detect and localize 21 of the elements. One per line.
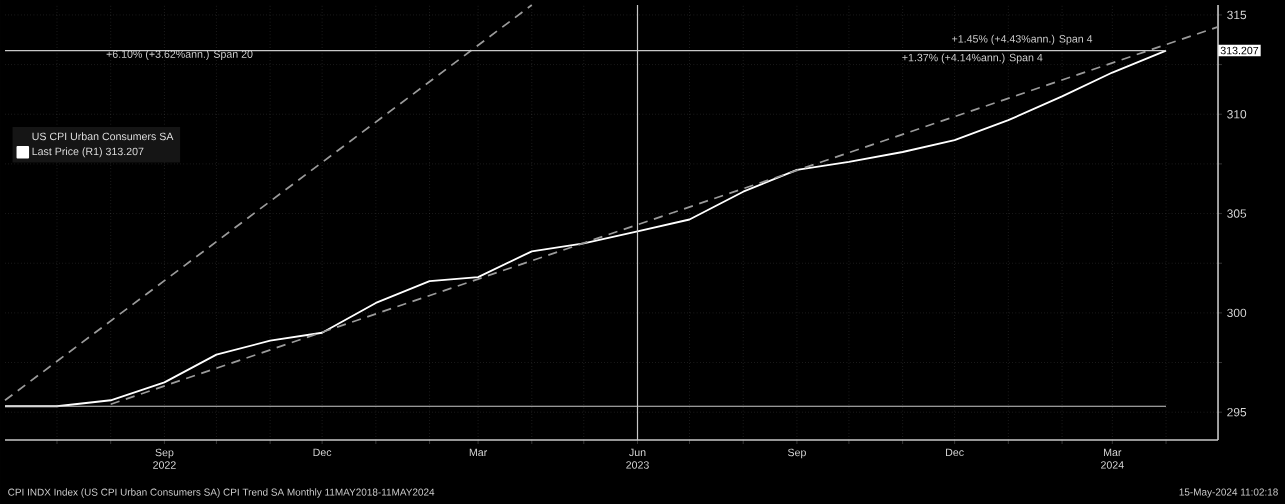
x-tick-label: Sep 2022: [153, 448, 176, 469]
x-tick-label: Jun 2023: [626, 448, 649, 469]
text: 313.207: [1220, 46, 1259, 55]
y-tick-label: 310: [1227, 110, 1247, 119]
legend-title: US CPI Urban Consumers SA: [32, 132, 174, 141]
legend-label: Last Price (R1) 313.207: [32, 147, 144, 158]
x-tick-label: Mar 2024: [1101, 448, 1124, 469]
annotation: +6.10% (+3.62%ann.) Span 20: [106, 50, 253, 60]
x-tick-label: Dec: [946, 448, 964, 457]
y-tick-label: 300: [1227, 308, 1247, 318]
y-tick-label: 315: [1227, 10, 1247, 20]
annotation: +1.45% (+4.43%ann.) Span 4: [952, 34, 1093, 45]
annotation: +1.37% (+4.14%ann.) Span 4: [902, 53, 1043, 64]
x-tick-label: Sep: [787, 448, 806, 459]
x-tick-label: Mar: [469, 448, 488, 457]
x-tick-label: Dec: [313, 448, 332, 457]
text: 15-May-2024 11:02:18: [1179, 488, 1278, 498]
y-tick-label: 305: [1227, 209, 1247, 218]
text: CPI INDX Index (US CPI Urban Consumers SA) CPI Trend SA Monthly 11MAY2018-11MAY2024: [8, 488, 435, 498]
y-tick-label: 295: [1227, 407, 1247, 417]
line-series: [4, 49, 1167, 408]
